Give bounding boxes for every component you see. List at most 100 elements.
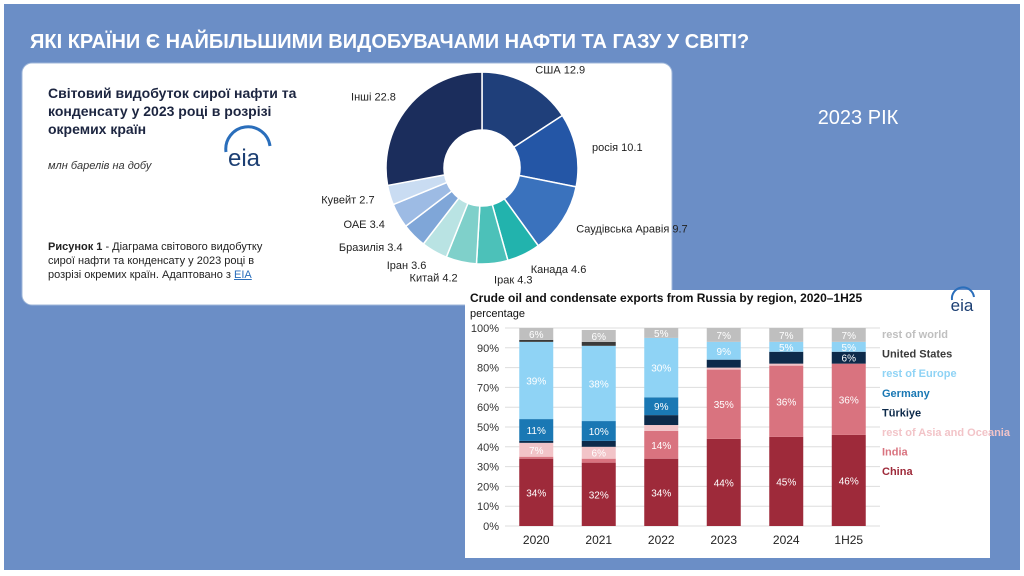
y-tick-label: 70%	[477, 382, 499, 394]
source-link[interactable]: EIA	[234, 269, 252, 281]
legend-entry: United States	[882, 349, 952, 361]
bar-segment	[706, 328, 741, 342]
legend-entry: rest of world	[882, 329, 948, 341]
data-label: 34%	[651, 488, 671, 499]
slice-value: 4.3	[517, 274, 532, 286]
slice-category: росія	[592, 142, 618, 154]
bar-segment	[581, 341, 616, 346]
x-tick-label: 2021	[585, 533, 612, 547]
caption-label: Рисунок 1	[48, 241, 103, 253]
data-label: 7%	[717, 331, 732, 342]
bar-segment	[519, 442, 554, 457]
bar-segment	[769, 351, 804, 364]
chart-title: Crude oil and condensate exports from Ru…	[470, 291, 862, 305]
data-label: 5%	[654, 329, 669, 340]
data-label: 39%	[526, 376, 546, 387]
legend-entry: Türkiye	[882, 407, 921, 419]
bar-segment	[519, 341, 554, 420]
slice-value: 3.4	[370, 219, 385, 231]
slice-value: 3.6	[411, 260, 426, 272]
logo: eia	[951, 296, 974, 315]
y-tick-label: 100%	[471, 323, 499, 335]
y-tick-label: 90%	[477, 343, 499, 355]
x-tick-label: 1H25	[834, 533, 863, 547]
bar-segment	[831, 351, 866, 364]
data-label: 10%	[589, 427, 609, 438]
pie-slice	[385, 71, 483, 187]
bar-segment	[706, 369, 741, 439]
bar-segment	[706, 438, 741, 526]
bar-segment	[519, 440, 554, 443]
caption-text: - Діаграма світового видобутку сирої наф…	[48, 241, 263, 281]
slice-label: Кувейт 2.7	[321, 195, 374, 207]
bar-segment	[769, 363, 804, 366]
slice-value: 9.7	[672, 224, 687, 236]
data-label: 45%	[776, 477, 796, 488]
slice-label: Бразилія 3.4	[339, 242, 403, 254]
slice-label: Ірак 4.3	[494, 274, 532, 286]
slice-category: Бразилія	[339, 242, 384, 254]
slice-label: ОАЕ 3.4	[344, 219, 385, 231]
bar-segment	[519, 339, 554, 342]
bar-segment	[519, 456, 554, 459]
slice-value: 12.9	[564, 64, 585, 76]
data-label: 46%	[839, 476, 859, 487]
slice-category: США	[535, 64, 561, 76]
data-label: 36%	[839, 395, 859, 406]
data-label: 7%	[529, 446, 544, 457]
data-label: 30%	[651, 364, 671, 375]
slice-category: Іран	[387, 260, 408, 272]
slide-title: ЯКІ КРАЇНИ Є НАЙБІЛЬШИМИ ВИДОБУВАЧАМИ НА…	[30, 29, 749, 53]
logo-arc	[224, 125, 272, 153]
bar-segment	[644, 425, 679, 431]
chart-title: Світовий видобуток сирої нафти та конден…	[48, 85, 297, 137]
slice-label: Китай 4.2	[410, 272, 458, 284]
bar-segment	[581, 421, 616, 441]
y-tick-label: 0%	[483, 521, 499, 533]
y-tick-label: 50%	[477, 422, 499, 434]
bar-segment	[706, 341, 741, 360]
slice-label: США 12.9	[535, 64, 585, 76]
data-label: 35%	[714, 400, 734, 411]
bar-segment	[644, 328, 679, 338]
x-tick-label: 2022	[648, 533, 675, 547]
slice-category: Китай	[410, 272, 440, 284]
data-label: 7%	[842, 331, 857, 342]
slice-value: 3.4	[387, 242, 402, 254]
legend-entry: Germany	[882, 388, 931, 400]
data-label: 6%	[592, 449, 607, 460]
legend-entry: rest of Europe	[882, 368, 957, 380]
data-label: 36%	[776, 397, 796, 408]
data-label: 5%	[779, 343, 794, 354]
slice-category: Кувейт	[321, 195, 356, 207]
bar-segment	[581, 446, 616, 459]
bar-segment	[831, 341, 866, 352]
bar-segment	[581, 462, 616, 526]
bar-segment	[644, 415, 679, 426]
legend-entry: rest of Asia and Oceania	[882, 427, 1011, 439]
bar-segment	[581, 440, 616, 447]
y-tick-label: 80%	[477, 363, 499, 375]
data-label: 34%	[526, 488, 546, 499]
x-tick-label: 2023	[710, 533, 737, 547]
data-label: 6%	[592, 332, 607, 343]
bar-segment	[769, 436, 804, 526]
data-label: 9%	[654, 402, 669, 413]
y-tick-label: 60%	[477, 402, 499, 414]
y-tick-label: 30%	[477, 462, 499, 474]
logo-arc	[950, 286, 975, 301]
slice-category: ОАЕ	[344, 219, 367, 231]
legend-entry: India	[882, 447, 909, 459]
bar-segment	[644, 430, 679, 459]
data-label: 5%	[842, 343, 857, 354]
x-tick-label: 2024	[773, 533, 800, 547]
logo: eia	[228, 145, 261, 172]
y-axis-label: percentage	[470, 308, 525, 320]
bar-segment	[769, 341, 804, 352]
slice-label: Саудівська Аравія 9.7	[576, 224, 687, 236]
bar-segment	[519, 328, 554, 340]
bar-segment	[644, 458, 679, 526]
data-label: 32%	[589, 490, 609, 501]
slice-category: Канада	[531, 264, 569, 276]
